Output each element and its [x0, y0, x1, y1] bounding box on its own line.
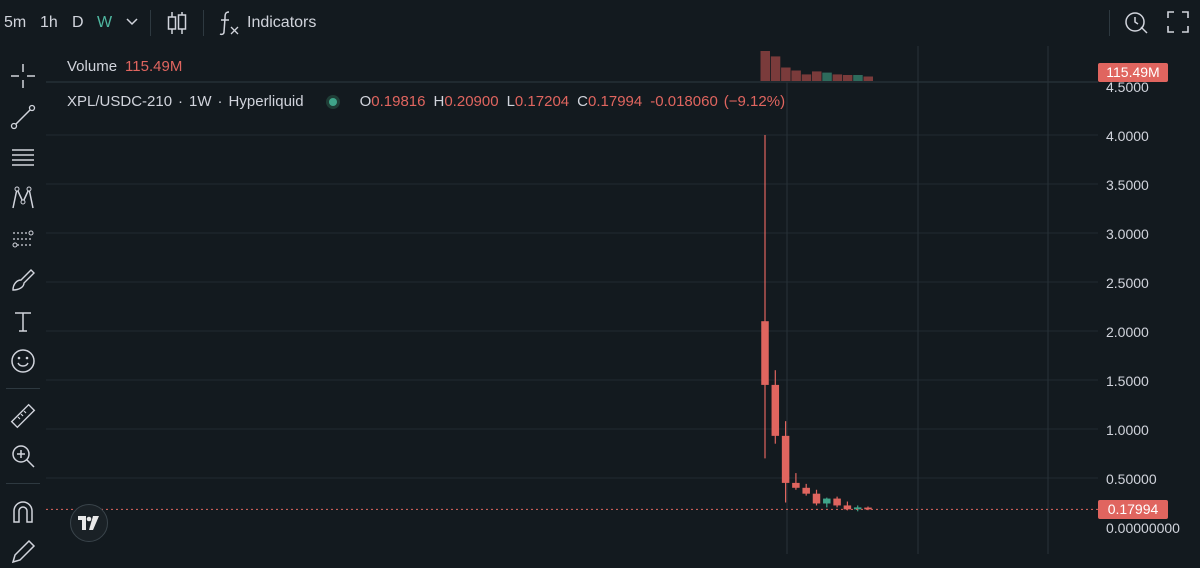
candles: [761, 135, 872, 512]
symbol-name[interactable]: XPL/USDC-210: [67, 93, 173, 110]
volume-bar: [842, 75, 853, 81]
price-axis-label: 3.5000: [1106, 177, 1149, 193]
volume-label: Volume: [67, 58, 118, 75]
horizontal-lines-icon[interactable]: [7, 141, 39, 173]
candlestick-chart-type-icon[interactable]: [164, 9, 190, 37]
volume-bar: [791, 70, 801, 81]
candle-body: [792, 482, 800, 488]
zoom-in-icon[interactable]: [7, 440, 39, 472]
volume-bar: [822, 72, 832, 81]
change-percent: (−9.12%): [723, 93, 786, 110]
volume-bar: [812, 71, 822, 81]
low-value: 0.17204: [514, 93, 570, 110]
timeframe-5m[interactable]: 5m: [4, 14, 27, 31]
volume-bar: [760, 51, 770, 81]
candle-body: [853, 507, 862, 510]
low-label: L: [506, 93, 515, 110]
high-label: H: [433, 93, 445, 110]
drawing-tools-sidebar: [0, 46, 46, 564]
crosshair-icon[interactable]: [7, 60, 39, 92]
open-label: O: [359, 93, 372, 110]
timeframe-1h[interactable]: 1h: [40, 14, 58, 31]
volume-bars: [760, 51, 873, 81]
candle-body: [761, 321, 769, 385]
market-status-icon: [325, 94, 340, 109]
candle-body: [843, 505, 852, 510]
candle-body: [812, 493, 821, 504]
price-axis-label: 0.00000000: [1106, 520, 1180, 536]
legend-separator-dot: ·: [178, 93, 184, 110]
volume-axis-tag: 115.49M: [1098, 63, 1168, 82]
volume-bar: [770, 56, 781, 81]
candle-body: [823, 498, 831, 504]
price-axis-label: 2.5000: [1106, 275, 1149, 291]
emoji-icon[interactable]: [7, 345, 39, 377]
volume-bar: [863, 76, 873, 81]
trend-line-icon[interactable]: [7, 101, 39, 133]
function-fx-icon[interactable]: [217, 10, 241, 36]
close-label: C: [577, 93, 588, 110]
price-axis-label: 1.5000: [1106, 373, 1149, 389]
close-value: 0.17994: [588, 93, 643, 110]
timeframe-w[interactable]: W: [97, 14, 113, 31]
volume-bar: [781, 67, 791, 81]
top-toolbar: 5m 1h D W Indicators: [0, 0, 1200, 46]
candle-body: [864, 507, 872, 510]
candle-body: [781, 435, 790, 483]
symbol-legend: XPL/USDC-210 · 1W · Hyperliquid O 0.19816…: [67, 93, 785, 110]
volume-bar: [853, 75, 863, 81]
legend-separator-dot: ·: [217, 93, 223, 110]
brush-icon[interactable]: [7, 264, 39, 296]
timeframe-d[interactable]: D: [72, 14, 84, 31]
high-value: 0.20900: [444, 93, 499, 110]
volume-bar: [832, 74, 843, 81]
pattern-tool-icon[interactable]: [7, 182, 39, 214]
sidebar-divider: [6, 483, 40, 484]
ruler-icon[interactable]: [7, 400, 39, 432]
indicators-button[interactable]: Indicators: [247, 14, 317, 31]
price-axis-label: 3.0000: [1106, 226, 1149, 242]
symbol-exchange: Hyperliquid: [228, 93, 304, 110]
price-axis-label: 4.5000: [1106, 79, 1149, 95]
chevron-down-icon[interactable]: [124, 14, 140, 30]
toolbar-divider: [1109, 10, 1110, 36]
chart-grid: [46, 134, 1098, 479]
magnet-icon[interactable]: [7, 496, 39, 528]
volume-value: 115.49M: [125, 58, 183, 75]
price-chart[interactable]: [0, 0, 1200, 554]
fullscreen-icon[interactable]: [1166, 10, 1190, 34]
forecast-tool-icon[interactable]: [7, 223, 39, 255]
candle-body: [833, 498, 841, 506]
sidebar-divider: [6, 388, 40, 389]
tradingview-logo-icon[interactable]: [70, 504, 108, 542]
volume-bar: [801, 74, 812, 81]
price-axis-label: 0.50000: [1106, 471, 1157, 487]
candle-body: [771, 384, 780, 436]
current-price-tag: 0.17994: [1098, 500, 1168, 519]
alert-clock-icon[interactable]: [1123, 8, 1149, 36]
text-tool-icon[interactable]: [7, 305, 39, 337]
price-axis-label: 1.0000: [1106, 422, 1149, 438]
toolbar-divider: [203, 10, 204, 36]
toolbar-divider: [150, 10, 151, 36]
symbol-interval: 1W: [189, 93, 212, 110]
change-value: -0.018060: [650, 93, 718, 110]
volume-legend: Volume 115.49M: [67, 58, 182, 75]
price-axis-label: 4.0000: [1106, 128, 1149, 144]
candle-body: [802, 487, 810, 494]
price-axis-label: 2.0000: [1106, 324, 1149, 340]
open-value: 0.19816: [371, 93, 426, 110]
